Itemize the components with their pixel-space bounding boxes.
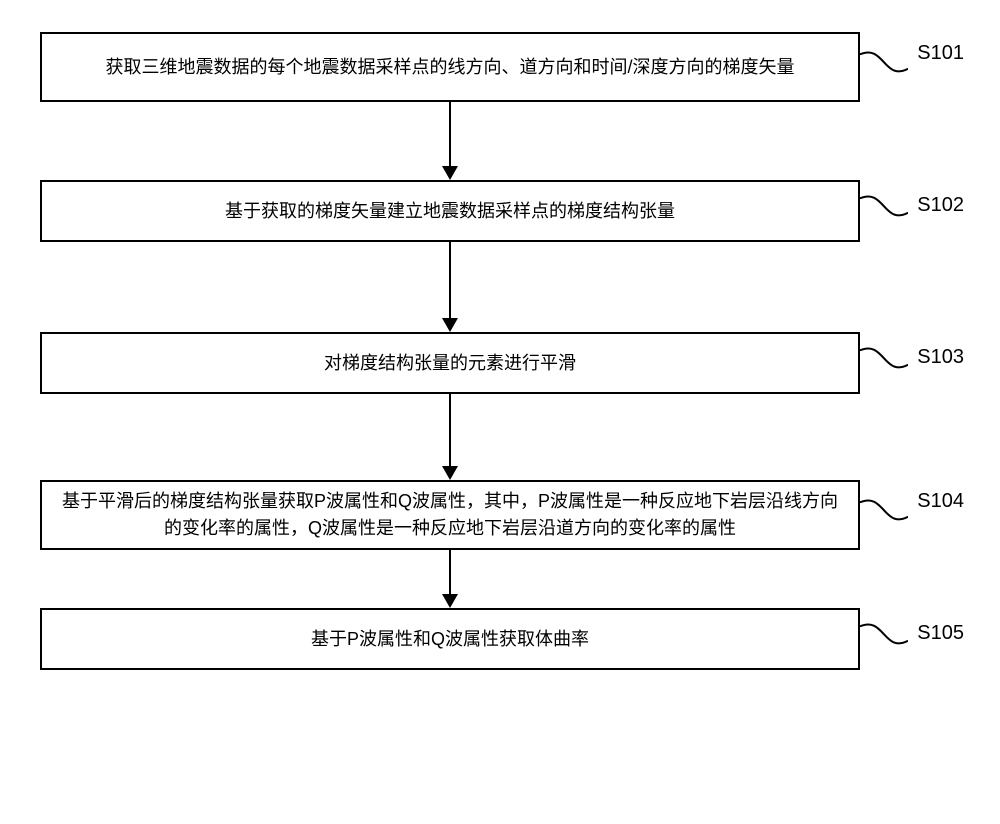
step-label: S101 [917, 42, 964, 65]
flow-arrow [40, 550, 860, 608]
connector-curve [860, 621, 908, 657]
connector-curve [860, 193, 908, 229]
flow-box-text: 对梯度结构张量的元素进行平滑 [324, 350, 576, 377]
flow-box-text: 获取三维地震数据的每个地震数据采样点的线方向、道方向和时间/深度方向的梯度矢量 [106, 54, 795, 81]
flow-arrow [40, 242, 860, 332]
connector-curve [860, 345, 908, 381]
step-label: S104 [917, 490, 964, 513]
connector-curve [860, 49, 908, 85]
flow-arrow [40, 102, 860, 180]
flow-step: 获取三维地震数据的每个地震数据采样点的线方向、道方向和时间/深度方向的梯度矢量 S… [0, 32, 1000, 102]
arrow-head-icon [442, 594, 458, 608]
arrow-head-icon [442, 466, 458, 480]
flow-box: 对梯度结构张量的元素进行平滑 [40, 332, 860, 394]
arrow-line [449, 102, 451, 166]
flow-box: 基于P波属性和Q波属性获取体曲率 [40, 608, 860, 670]
connector-curve [860, 497, 908, 533]
flow-box-text: 基于获取的梯度矢量建立地震数据采样点的梯度结构张量 [225, 198, 675, 225]
flow-box: 获取三维地震数据的每个地震数据采样点的线方向、道方向和时间/深度方向的梯度矢量 [40, 32, 860, 102]
step-label: S105 [917, 622, 964, 645]
flow-box: 基于获取的梯度矢量建立地震数据采样点的梯度结构张量 [40, 180, 860, 242]
step-label: S102 [917, 194, 964, 217]
arrow-head-icon [442, 166, 458, 180]
step-label: S103 [917, 346, 964, 369]
arrow-line [449, 394, 451, 466]
flow-arrow [40, 394, 860, 480]
flow-step: 基于P波属性和Q波属性获取体曲率 S105 [0, 608, 1000, 670]
flow-box-text: 基于平滑后的梯度结构张量获取P波属性和Q波属性，其中，P波属性是一种反应地下岩层… [60, 488, 840, 542]
arrow-line [449, 550, 451, 594]
arrow-head-icon [442, 318, 458, 332]
flow-step: 对梯度结构张量的元素进行平滑 S103 [0, 332, 1000, 394]
flowchart: 获取三维地震数据的每个地震数据采样点的线方向、道方向和时间/深度方向的梯度矢量 S… [0, 32, 1000, 670]
flow-box: 基于平滑后的梯度结构张量获取P波属性和Q波属性，其中，P波属性是一种反应地下岩层… [40, 480, 860, 550]
flow-step: 基于平滑后的梯度结构张量获取P波属性和Q波属性，其中，P波属性是一种反应地下岩层… [0, 480, 1000, 550]
flow-step: 基于获取的梯度矢量建立地震数据采样点的梯度结构张量 S102 [0, 180, 1000, 242]
flow-box-text: 基于P波属性和Q波属性获取体曲率 [311, 626, 589, 653]
arrow-line [449, 242, 451, 318]
